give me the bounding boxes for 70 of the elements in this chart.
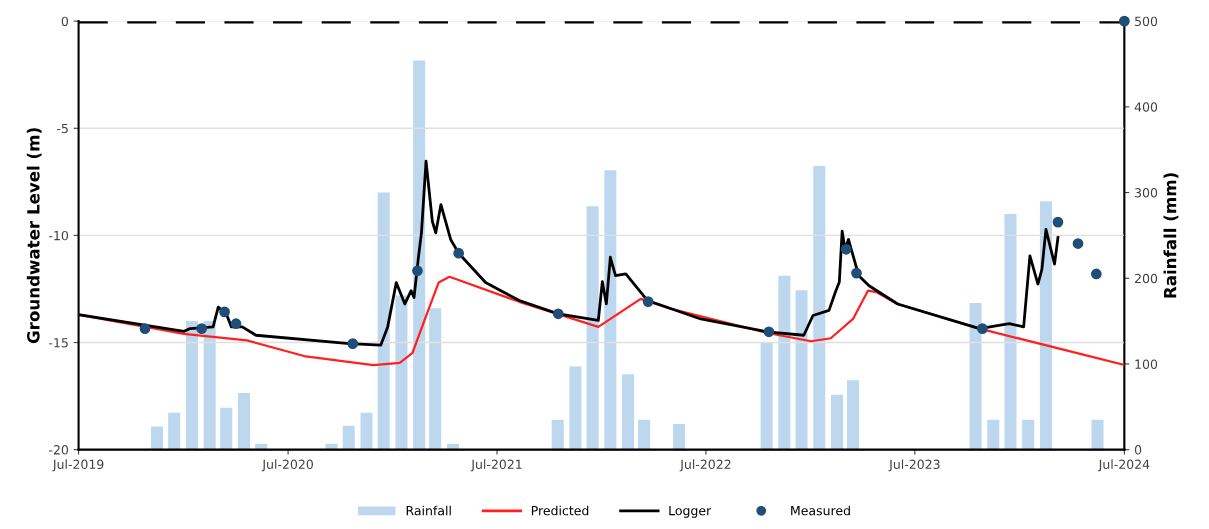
bar bbox=[569, 366, 582, 450]
y-tick-label: 0 bbox=[61, 16, 69, 27]
point bbox=[851, 267, 862, 279]
y2-tick-label: 0 bbox=[1134, 445, 1142, 455]
bar bbox=[238, 393, 251, 450]
bar bbox=[150, 426, 164, 450]
legend-label: Predicted bbox=[531, 505, 589, 516]
y2-tick-label: 100 bbox=[1135, 359, 1158, 369]
bar bbox=[847, 380, 860, 450]
y-tick-label: -20 bbox=[49, 445, 69, 455]
y2-tick-label: 500 bbox=[1135, 16, 1158, 27]
y-tick-label: -5 bbox=[57, 123, 68, 134]
bar bbox=[778, 275, 791, 450]
bar bbox=[203, 321, 216, 450]
bar bbox=[185, 321, 198, 450]
bar bbox=[377, 192, 390, 450]
x-tick-label: Jul-2019 bbox=[52, 459, 104, 472]
point bbox=[139, 323, 151, 334]
point bbox=[1090, 268, 1102, 280]
bar bbox=[551, 419, 564, 450]
point bbox=[1052, 216, 1064, 228]
legend-label: Logger bbox=[669, 506, 712, 518]
bar bbox=[760, 342, 773, 450]
bar bbox=[220, 407, 233, 450]
bar bbox=[342, 425, 355, 450]
legend-label: Rainfall bbox=[406, 505, 451, 516]
bar bbox=[831, 394, 844, 450]
y-axis-title: Groundwater Level (m) bbox=[26, 128, 42, 344]
y2-axis-title: Rainfall (mm) bbox=[1163, 173, 1179, 298]
bar bbox=[1022, 419, 1035, 450]
y-tick-label: -15 bbox=[49, 338, 68, 348]
bar bbox=[429, 308, 442, 450]
point bbox=[1072, 238, 1084, 249]
bar bbox=[168, 412, 181, 450]
bar bbox=[673, 423, 686, 450]
point bbox=[552, 308, 564, 320]
x-tick-label: Jul-2021 bbox=[470, 459, 522, 472]
bar bbox=[795, 290, 808, 450]
bar bbox=[638, 419, 651, 450]
x-tick-label: Jul-2023 bbox=[888, 459, 940, 472]
x-tick-label: Jul-2022 bbox=[679, 459, 731, 472]
bar bbox=[395, 295, 408, 450]
bar bbox=[586, 206, 599, 450]
point bbox=[840, 243, 852, 255]
point bbox=[977, 323, 988, 334]
bar bbox=[360, 412, 373, 450]
point bbox=[763, 326, 775, 338]
bar bbox=[1039, 201, 1052, 450]
point bbox=[347, 338, 359, 349]
y-tick-label: -10 bbox=[49, 230, 69, 241]
bar bbox=[813, 165, 826, 450]
point bbox=[230, 318, 242, 330]
bar bbox=[987, 419, 1000, 450]
bar bbox=[1004, 213, 1017, 450]
point bbox=[219, 306, 230, 318]
point bbox=[196, 323, 208, 334]
bar bbox=[1091, 419, 1104, 450]
point bbox=[642, 296, 654, 307]
y2-tick-label: 400 bbox=[1134, 102, 1158, 112]
bar bbox=[622, 374, 635, 450]
bar bbox=[604, 170, 617, 450]
x-tick-label: Jul-2024 bbox=[1098, 459, 1150, 472]
bar bbox=[969, 303, 982, 450]
y2-tick-label: 300 bbox=[1135, 188, 1158, 198]
point bbox=[1119, 15, 1130, 27]
y2-tick-label: 200 bbox=[1135, 273, 1158, 284]
point bbox=[453, 247, 465, 259]
legend-label: Measured bbox=[791, 505, 850, 516]
x-tick-label: Jul-2020 bbox=[261, 459, 313, 472]
point bbox=[412, 265, 423, 277]
